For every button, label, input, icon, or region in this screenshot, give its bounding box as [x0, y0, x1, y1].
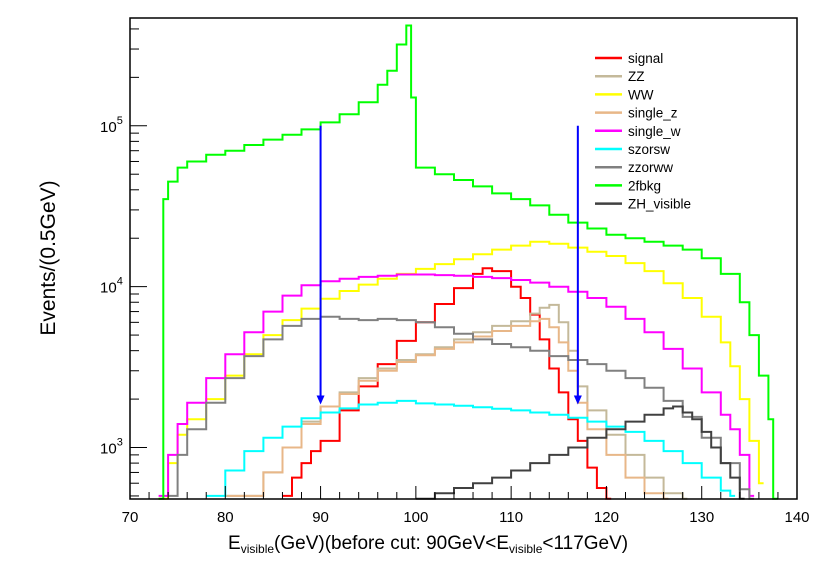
y-tick-base: 10: [100, 119, 117, 136]
y-tick-exponent: 4: [117, 276, 123, 288]
series-szorsw-line: [206, 399, 736, 497]
x-axis: 70 80 90 100 110 120 130 140: [122, 486, 810, 526]
legend-label: zzorww: [628, 160, 673, 175]
y-tick-exponent: 5: [117, 115, 123, 127]
x-axis-title-main: E: [228, 533, 241, 554]
y-axis-title: Events/(0.5GeV): [37, 180, 60, 335]
series-zzorww-line: [168, 315, 755, 500]
legend-entry-single-z: single_z: [595, 106, 678, 121]
x-tick-label-130: 130: [689, 509, 714, 526]
legend-entry-szorsw: szorsw: [595, 142, 670, 157]
plot-frame: [129, 17, 798, 500]
x-tick-label-140: 140: [784, 509, 809, 526]
cut-arrow-head: [316, 395, 325, 405]
series-2fbkg-line: [158, 24, 778, 500]
x-tick-label-90: 90: [312, 509, 329, 526]
y-tick-label-4: 104: [100, 276, 123, 297]
arrow-layer: [316, 125, 582, 405]
y-tick-base: 10: [100, 280, 117, 297]
x-tick-label-110: 110: [499, 509, 523, 526]
cut-arrow-head: [573, 395, 582, 405]
series-single-w-line: [158, 273, 755, 497]
series-single-z-line: [225, 317, 669, 500]
series-signal-line: [282, 267, 612, 500]
y-tick-base: 10: [100, 441, 117, 458]
legend-label: single_w: [628, 124, 681, 139]
legend-entry-zh-visible: ZH_visible: [595, 197, 691, 212]
cut-arrow-117: [573, 125, 582, 405]
x-axis-title-end: <117GeV): [542, 533, 628, 554]
series-zh-visible-line: [415, 405, 745, 500]
legend-entry-zz: ZZ: [595, 69, 645, 84]
y-tick-label-5: 105: [100, 115, 123, 136]
legend-label: ZZ: [628, 69, 645, 84]
y-tick-label-3: 103: [100, 437, 123, 458]
legend-label: ZH_visible: [628, 197, 691, 212]
legend-label: szorsw: [628, 142, 670, 157]
x-axis-title-sub2: visible: [509, 542, 543, 556]
legend-label: 2fbkg: [628, 178, 661, 193]
x-axis-title-mid: (GeV)(before cut: 90GeV<E: [274, 533, 509, 554]
legend-entry-2fbkg: 2fbkg: [595, 178, 661, 193]
y-tick-exponent: 3: [117, 437, 123, 449]
x-axis-title-sub1: visible: [241, 542, 275, 556]
legend-entry-signal: signal: [595, 51, 663, 66]
legend-entry-zzorww: zzorww: [595, 160, 673, 175]
x-tick-label-100: 100: [403, 509, 428, 526]
x-axis-title: Evisible(GeV)(before cut: 90GeV<Evisible…: [228, 533, 628, 556]
series-layer: [158, 24, 778, 500]
x-tick-label-70: 70: [122, 509, 139, 526]
legend-entry-single-w: single_w: [595, 124, 681, 139]
cut-arrow-90: [316, 125, 325, 405]
legend-label: signal: [628, 51, 663, 66]
legend-label: WW: [628, 87, 654, 102]
legend-entry-ww: WW: [595, 87, 654, 102]
legend-label: single_z: [628, 106, 678, 121]
x-tick-label-120: 120: [594, 509, 619, 526]
x-tick-label-80: 80: [217, 509, 234, 526]
